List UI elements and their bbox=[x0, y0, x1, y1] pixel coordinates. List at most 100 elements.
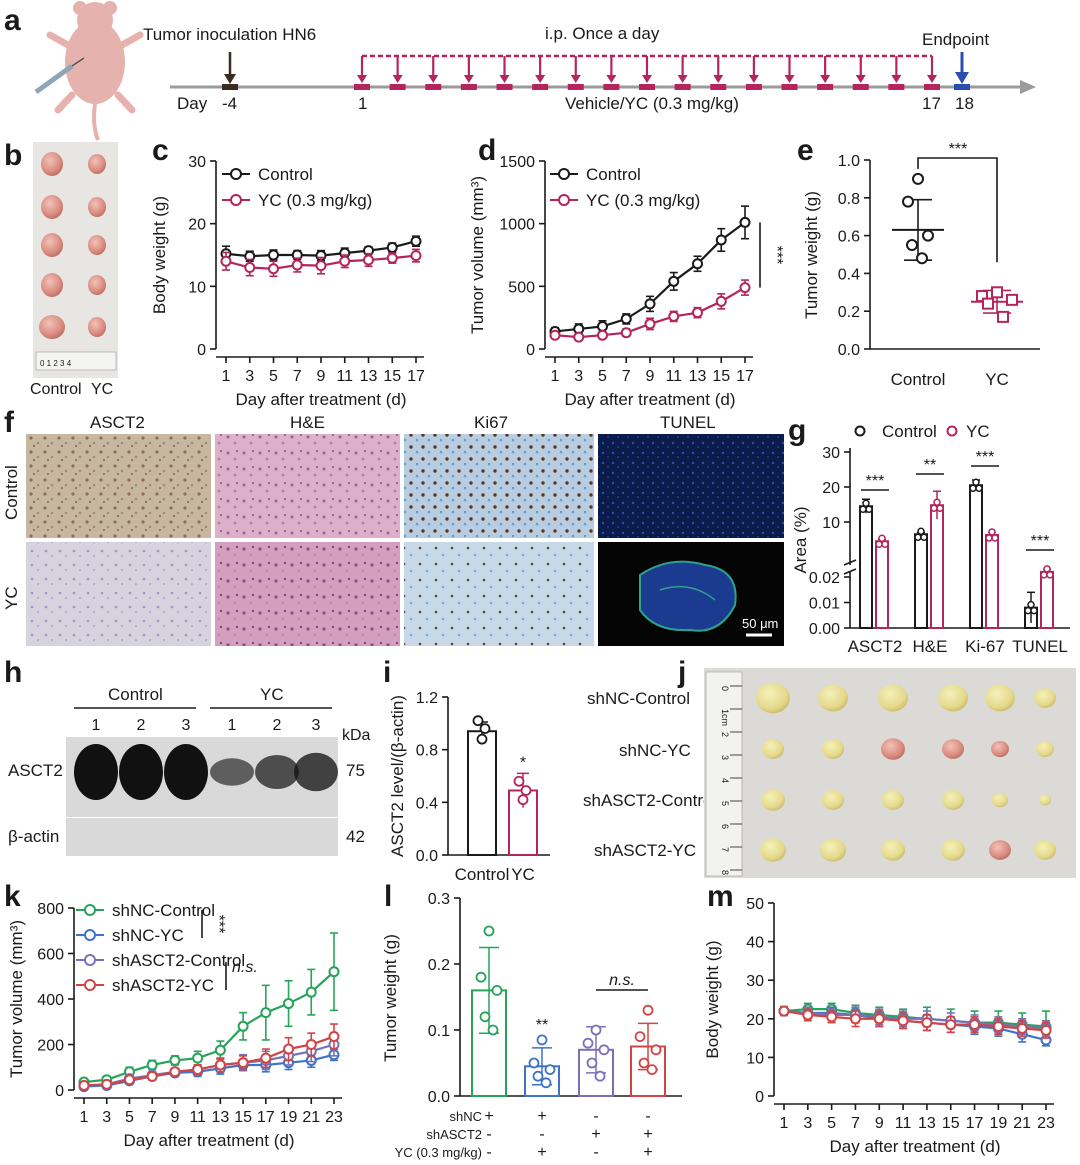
y-axis-label: Tumor volume (mm³) bbox=[468, 176, 487, 334]
band-mw-actin: 42 bbox=[346, 827, 365, 846]
y-tick-label: 0.0 bbox=[428, 1089, 450, 1106]
group-sign: - bbox=[645, 1108, 650, 1125]
x-tick-label: 11 bbox=[189, 1109, 206, 1126]
data-point bbox=[1046, 571, 1054, 579]
data-point bbox=[169, 1054, 181, 1066]
data-point bbox=[914, 533, 922, 541]
daily-arrow-head bbox=[570, 75, 581, 83]
data-point bbox=[487, 1024, 499, 1036]
daily-dose-marker bbox=[603, 84, 620, 90]
group-sign: + bbox=[643, 1126, 652, 1143]
data-point bbox=[985, 534, 993, 542]
group-yc bbox=[971, 286, 1023, 323]
tumor-shnc-yc bbox=[822, 739, 844, 759]
ruler-text: 0 1 2 3 4 bbox=[40, 359, 72, 368]
axis-break bbox=[843, 568, 857, 575]
data-point bbox=[540, 1077, 552, 1089]
data-point bbox=[475, 971, 487, 983]
panel-b: b 0 1 2 3 4 Control YC bbox=[4, 139, 118, 398]
image-tunel-control bbox=[598, 434, 784, 538]
lane-numbers: 1 2 3 1 2 3 bbox=[92, 717, 321, 734]
group-sign: + bbox=[591, 1126, 600, 1143]
daily-arrow-head bbox=[535, 75, 546, 83]
legend-label: Control bbox=[882, 422, 937, 441]
data-point bbox=[146, 1059, 158, 1071]
series-shasct2-yc bbox=[778, 1005, 1052, 1039]
group-sign: + bbox=[537, 1108, 546, 1125]
daily-dose-marker bbox=[532, 84, 549, 90]
legend-marker bbox=[84, 979, 96, 991]
data-point bbox=[802, 1009, 814, 1021]
data-point bbox=[1040, 571, 1048, 579]
data-point bbox=[582, 1037, 594, 1049]
data-point bbox=[479, 1011, 491, 1023]
data-point bbox=[305, 986, 317, 998]
inoculation-arrow bbox=[222, 52, 238, 90]
data-point bbox=[1016, 1022, 1028, 1034]
bar bbox=[914, 533, 928, 629]
y-axis-label: Tumor weight (g) bbox=[802, 191, 821, 319]
day-end: 18 bbox=[955, 94, 974, 113]
chart-asct2-level: 0.0 0.4 0.8 1.2 ASCT2 level/(β-actin) Control… bbox=[388, 690, 550, 884]
tumor-shnc-yc bbox=[762, 739, 784, 759]
daily-dose-marker bbox=[674, 84, 691, 90]
data-point bbox=[214, 1059, 226, 1071]
data-point bbox=[1043, 565, 1051, 573]
data-point bbox=[972, 478, 980, 486]
y-tick-label: 1500 bbox=[499, 154, 535, 171]
panel-label-a: a bbox=[4, 4, 21, 37]
sig-bracket bbox=[917, 157, 998, 263]
group-sign: - bbox=[593, 1144, 598, 1161]
y-tick-label: 0.0 bbox=[838, 342, 860, 359]
data-point bbox=[1030, 606, 1038, 615]
daily-dose-marker bbox=[425, 84, 442, 90]
data-point bbox=[921, 1017, 933, 1029]
daily-arrow-head bbox=[606, 75, 617, 83]
panel-label-h: h bbox=[4, 656, 22, 689]
y-tick-label: 200 bbox=[37, 1038, 64, 1055]
panel-label-i: i bbox=[383, 656, 391, 689]
y-tick-label: 400 bbox=[37, 992, 64, 1009]
y-axis-label: Body weight (g) bbox=[703, 940, 722, 1058]
sig-annotation: n.s. bbox=[609, 972, 635, 989]
tumor-shnc-yc bbox=[991, 740, 1009, 758]
lane-number: 1 bbox=[228, 717, 237, 734]
data-point bbox=[123, 1074, 135, 1086]
data-point bbox=[826, 1011, 838, 1023]
data-point bbox=[873, 1013, 885, 1025]
sig-annotation: * bbox=[520, 754, 526, 771]
row-label-control: Control bbox=[2, 465, 21, 520]
data-point bbox=[1024, 606, 1032, 615]
y-tick-label: 0.8 bbox=[416, 743, 438, 760]
tumor-shasct2-control bbox=[1039, 794, 1051, 806]
group-sign: + bbox=[484, 1108, 493, 1125]
legend-label: Control bbox=[258, 165, 313, 184]
tumor-shnc-control bbox=[985, 684, 1015, 712]
daily-arrow-head bbox=[428, 75, 439, 83]
tumor-shasct2-yc bbox=[989, 840, 1011, 860]
y-tick-label: 30 bbox=[746, 973, 764, 990]
data-point bbox=[638, 1057, 650, 1069]
y-axis-label: Body weight (g) bbox=[150, 196, 169, 314]
x-tick-label: 15 bbox=[234, 1109, 252, 1126]
panel-a: a Tumor inoculation HN6 i.p. Once a day … bbox=[4, 1, 1036, 141]
data-point bbox=[101, 1078, 113, 1090]
y-tick-label: 0 bbox=[197, 342, 206, 359]
y-tick-label: 0.4 bbox=[416, 795, 438, 812]
data-point bbox=[936, 504, 944, 512]
data-point bbox=[715, 295, 727, 307]
tumor-control bbox=[41, 233, 63, 257]
daily-arrow-head bbox=[642, 75, 652, 83]
data-point bbox=[590, 1024, 602, 1036]
data-point bbox=[865, 505, 873, 513]
data-point bbox=[328, 1031, 340, 1043]
panel-label-f: f bbox=[4, 406, 15, 439]
data-point bbox=[982, 297, 994, 310]
bar bbox=[859, 505, 873, 629]
